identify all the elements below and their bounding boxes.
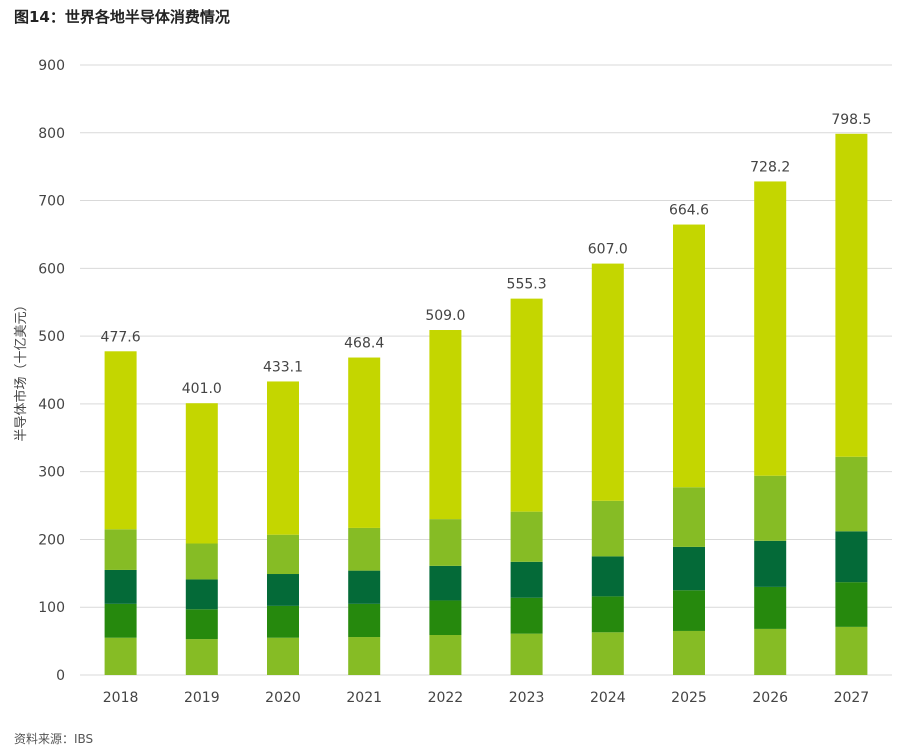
bar-segment-5 xyxy=(510,298,543,512)
total-label: 555.3 xyxy=(507,277,547,293)
bar-segment-3 xyxy=(835,531,868,583)
x-tick-label: 2025 xyxy=(671,690,707,706)
bar-segment-5 xyxy=(348,357,381,528)
x-tick-label: 2021 xyxy=(346,690,382,706)
x-tick-label: 2018 xyxy=(103,690,139,706)
bar-segment-3 xyxy=(185,579,218,610)
total-label: 433.1 xyxy=(263,359,303,375)
bar-segment-5 xyxy=(104,351,137,530)
bar-segment-1 xyxy=(267,637,299,675)
bar-segment-2 xyxy=(429,600,462,636)
bar-segment-5 xyxy=(267,381,299,535)
bar-segment-2 xyxy=(510,597,543,634)
y-tick-label: 800 xyxy=(38,126,65,142)
bar-segment-2 xyxy=(185,609,218,640)
y-tick-label: 0 xyxy=(56,668,65,684)
x-tick-label: 2026 xyxy=(752,690,788,706)
bar-segment-3 xyxy=(267,574,299,606)
bar-segment-3 xyxy=(429,565,462,601)
x-tick-label: 2023 xyxy=(509,690,545,706)
y-axis-ticks: 0 100 200 300 400 500 600 700 800 900 xyxy=(38,58,65,684)
y-tick-label: 500 xyxy=(38,329,65,345)
bar-segment-5 xyxy=(185,403,218,544)
bar-segment-1 xyxy=(591,632,624,675)
bar-segment-5 xyxy=(835,133,868,457)
source-note: 资料来源：IBS xyxy=(14,732,94,746)
bar-segment-5 xyxy=(429,330,462,520)
bar-segment-3 xyxy=(591,556,624,597)
total-label: 607.0 xyxy=(588,242,628,258)
bar-segment-1 xyxy=(348,637,381,675)
bar-segment-2 xyxy=(754,586,787,629)
bar-segment-3 xyxy=(104,569,137,604)
bar-segment-4 xyxy=(673,487,705,547)
y-tick-label: 900 xyxy=(38,58,65,74)
bar-segment-4 xyxy=(185,543,218,580)
total-label: 477.6 xyxy=(101,329,141,345)
total-label: 728.2 xyxy=(750,159,790,175)
bar-segment-4 xyxy=(348,527,381,571)
y-tick-label: 600 xyxy=(38,261,65,277)
total-labels: 477.6 401.0 433.1 468.4 509.0 555.3 607.0 664.6… xyxy=(101,112,872,397)
bar-segment-1 xyxy=(185,639,218,675)
x-tick-label: 2019 xyxy=(184,690,220,706)
bar-segment-1 xyxy=(429,635,462,675)
x-axis-ticks: 2018 2019 2020 2021 2022 2023 2024 2025 2026 2027 xyxy=(103,690,869,706)
y-tick-label: 400 xyxy=(38,397,65,413)
bar-segment-5 xyxy=(673,224,705,488)
total-label: 798.5 xyxy=(831,112,871,128)
x-tick-label: 2022 xyxy=(428,690,464,706)
bar-segment-2 xyxy=(104,603,137,638)
bar-segment-1 xyxy=(104,637,137,675)
bars xyxy=(104,133,868,675)
bar-segment-2 xyxy=(673,590,705,631)
bar-segment-2 xyxy=(267,605,299,638)
chart-title: 图14：世界各地半导体消费情况 xyxy=(14,8,230,26)
x-tick-label: 2024 xyxy=(590,690,626,706)
y-tick-label: 700 xyxy=(38,194,65,210)
bar-segment-2 xyxy=(348,603,381,638)
bar-segment-4 xyxy=(835,456,868,532)
bar-segment-1 xyxy=(754,628,787,675)
bar-segment-1 xyxy=(673,630,705,675)
y-tick-label: 200 xyxy=(38,532,65,548)
bar-segment-4 xyxy=(754,475,787,541)
y-tick-label: 100 xyxy=(38,600,65,616)
y-axis-label: 半导体市场（十亿美元） xyxy=(13,298,29,441)
bar-segment-2 xyxy=(591,596,624,633)
bar-segment-4 xyxy=(267,534,299,575)
total-label: 664.6 xyxy=(669,203,709,219)
bar-segment-5 xyxy=(754,181,787,476)
x-tick-label: 2027 xyxy=(834,690,870,706)
bar-segment-5 xyxy=(591,263,624,501)
bar-segment-3 xyxy=(673,546,705,591)
bar-segment-3 xyxy=(754,540,787,587)
bar-segment-3 xyxy=(510,561,543,598)
y-tick-label: 300 xyxy=(38,465,65,481)
bar-segment-4 xyxy=(104,529,137,570)
x-tick-label: 2020 xyxy=(265,690,301,706)
total-label: 401.0 xyxy=(182,381,222,397)
bar-segment-1 xyxy=(510,633,543,675)
bar-segment-1 xyxy=(835,626,868,675)
total-label: 509.0 xyxy=(425,308,465,324)
bar-segment-2 xyxy=(835,582,868,627)
total-label: 468.4 xyxy=(344,336,384,352)
bar-segment-4 xyxy=(591,500,624,557)
bar-segment-4 xyxy=(429,519,462,566)
bar-segment-3 xyxy=(348,570,381,604)
bar-segment-4 xyxy=(510,511,543,562)
